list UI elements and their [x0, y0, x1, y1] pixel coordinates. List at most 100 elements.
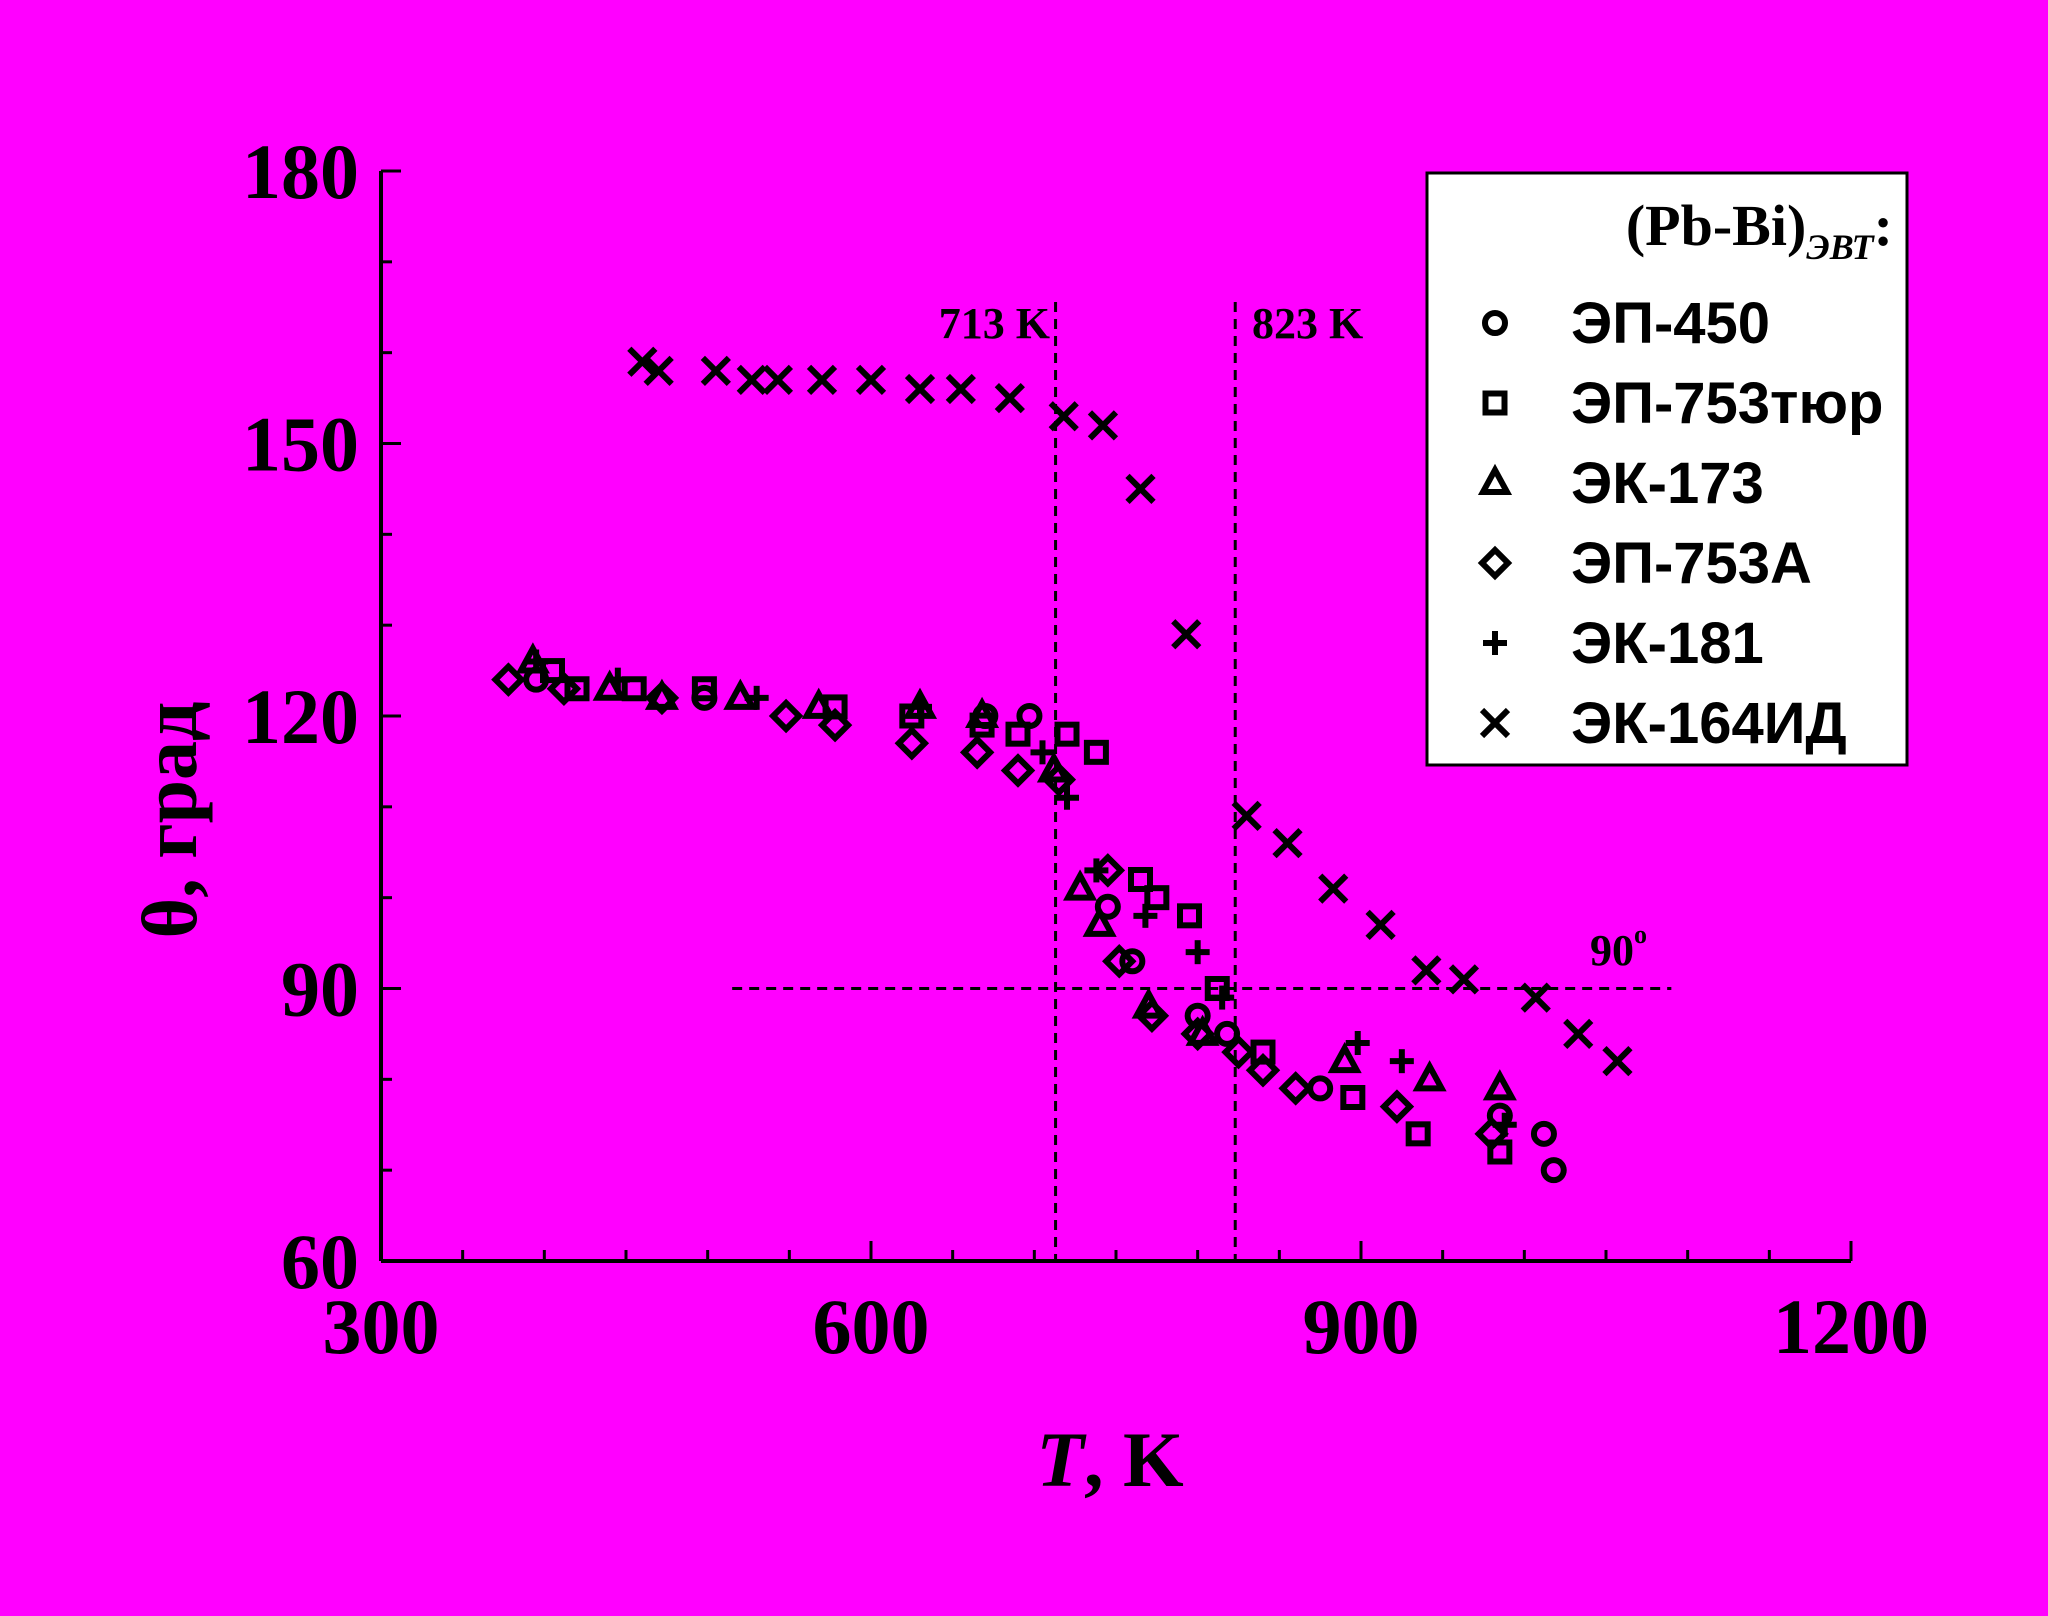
data-point-plus [908, 694, 932, 719]
data-point-x [945, 373, 976, 405]
legend-symbol-plus [1483, 631, 1507, 655]
data-point-x [1048, 401, 1079, 432]
data-point-square [1005, 721, 1031, 747]
data-point-plus [1210, 985, 1235, 1010]
y-tick-label: 180 [242, 128, 359, 215]
annotation-823k: 823 K [1252, 299, 1363, 348]
data-point-square [1144, 885, 1170, 911]
data-point-plus [1185, 940, 1210, 965]
legend-label-x: ЭК-164ИД [1571, 691, 1847, 756]
data-point-triangle [1063, 869, 1098, 901]
data-point-x [700, 355, 731, 386]
x-tick-label: 600 [813, 1283, 930, 1370]
x-tick-label: 900 [1303, 1283, 1420, 1370]
data-point-triangle [1412, 1060, 1447, 1092]
legend-label-diamond: ЭП-753А [1571, 531, 1812, 596]
data-point-square [1405, 1121, 1431, 1147]
x-axis-title-italic: T [1036, 1416, 1087, 1503]
data-point-x [643, 355, 674, 386]
data-point-plus [1345, 1031, 1370, 1055]
legend-box [1425, 171, 1909, 767]
legend: (Pb-Bi)ЭВТ: ЭП-450 ЭП-753тюр ЭК-173 ЭП-753А… [1425, 171, 1909, 767]
data-point-x [1318, 873, 1349, 904]
data-point-plus [1492, 1112, 1517, 1137]
data-point-square [1340, 1085, 1366, 1110]
legend-symbol-diamond [1477, 545, 1513, 581]
annotation-90-value: 90 [1590, 926, 1634, 975]
data-point-diamond [1474, 1116, 1509, 1152]
legend-symbol-x [1479, 707, 1511, 739]
data-point-x [627, 346, 658, 377]
data-point-diamond [546, 671, 582, 706]
data-point-diamond [1041, 762, 1077, 797]
data-point-diamond [959, 735, 995, 770]
data-point-diamond [1221, 1034, 1256, 1070]
data-point-triangle [801, 687, 836, 719]
data-point-plus [744, 685, 769, 710]
data-point-x [806, 364, 838, 396]
data-point-diamond [1000, 753, 1036, 788]
data-point-circle [1214, 1020, 1241, 1047]
y-tick-label: 90 [281, 946, 359, 1033]
data-point-diamond [1245, 1053, 1281, 1088]
y-tick-label: 120 [242, 673, 359, 760]
data-point-square [691, 676, 717, 702]
y-tick-label: 60 [281, 1218, 359, 1305]
data-point-x [1125, 473, 1156, 505]
data-point-diamond [1134, 998, 1170, 1033]
data-point-x [1171, 619, 1202, 650]
x-axis-title: T, K [1036, 1416, 1184, 1503]
data-point-x [1520, 982, 1551, 1013]
annotation-713k: 713 K [939, 299, 1050, 348]
legend-title: (Pb-Bi)ЭВТ: [1626, 193, 1893, 267]
data-point-plus [1389, 1049, 1414, 1074]
annotation-90-degrees: 90o [1590, 920, 1647, 975]
data-point-plus [1084, 858, 1109, 883]
legend-title-colon: : [1874, 193, 1893, 258]
legend-label-circle: ЭП-450 [1571, 291, 1770, 356]
data-point-square [1177, 903, 1202, 929]
series-square [540, 658, 1513, 1165]
legend-items: ЭП-450 ЭП-753тюр ЭК-173 ЭП-753А ЭК-181 ЭК-164… [1477, 291, 1883, 756]
data-point-circle [1119, 948, 1146, 975]
data-point-plus [1055, 785, 1079, 810]
data-point-square [621, 676, 647, 702]
annotation-90-degree-sign: o [1634, 920, 1647, 949]
legend-symbol-triangle [1477, 463, 1513, 495]
data-point-x [1448, 964, 1480, 995]
data-point-x [1231, 800, 1262, 832]
x-axis-title-rest: , K [1084, 1416, 1184, 1503]
data-point-x [994, 382, 1025, 414]
data-point-diamond [1278, 1071, 1313, 1106]
data-point-diamond [644, 680, 680, 716]
data-point-triangle [965, 696, 1000, 728]
data-point-x [1087, 410, 1119, 441]
axis-ticks [379, 169, 1853, 1263]
data-point-square [564, 676, 590, 702]
data-point-square [1128, 867, 1153, 892]
data-point-x [762, 364, 794, 396]
data-point-square [1054, 721, 1080, 747]
data-points [491, 346, 1633, 1184]
data-point-diamond [1102, 944, 1137, 979]
data-point-plus [1133, 903, 1158, 928]
data-point-x [1272, 828, 1303, 859]
legend-title-subscript: ЭВТ [1806, 227, 1875, 267]
y-tick-label: 150 [242, 401, 359, 488]
data-point-plus [1030, 740, 1055, 765]
series-plus [524, 649, 1517, 1137]
data-point-x [855, 364, 887, 396]
axis-tick-labels: 300 600 900 1200 60 90 120 150 180 [242, 128, 1929, 1370]
series-x [627, 346, 1633, 1077]
data-point-circle [1540, 1157, 1567, 1184]
data-point-triangle [1327, 1041, 1362, 1074]
legend-symbol-square [1482, 390, 1508, 416]
data-point-x [736, 364, 767, 396]
data-point-triangle [1082, 905, 1117, 937]
data-point-circle [1094, 893, 1121, 920]
data-point-triangle [1482, 1069, 1517, 1101]
data-point-square [1083, 739, 1109, 765]
legend-label-plus: ЭК-181 [1571, 611, 1764, 676]
data-point-diamond [1379, 1089, 1415, 1124]
